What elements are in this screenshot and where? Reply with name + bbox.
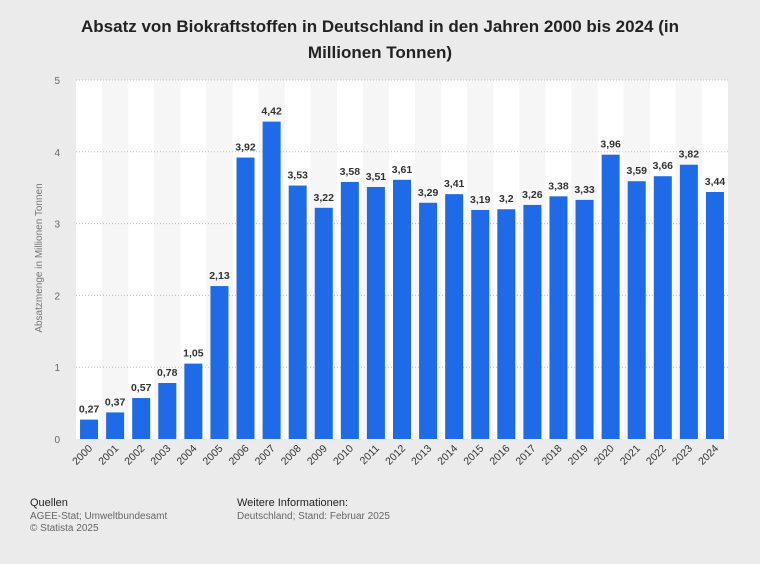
y-tick-label: 2 xyxy=(54,291,60,302)
y-tick-label: 5 xyxy=(54,76,60,87)
bar xyxy=(575,199,594,439)
info-block: Weitere Informationen: Deutschland; Stan… xyxy=(237,497,390,523)
y-tick-label: 4 xyxy=(54,148,60,159)
bar xyxy=(210,286,229,439)
x-tick-label: 2021 xyxy=(618,443,643,468)
y-tick-label: 1 xyxy=(54,363,60,374)
x-tick-label: 2006 xyxy=(227,443,252,468)
x-tick-label: 2001 xyxy=(96,443,121,468)
chart-title: Absatz von Biokraftstoffen in Deutschlan… xyxy=(81,17,679,62)
value-label: 3,29 xyxy=(418,187,439,199)
bar xyxy=(549,196,568,439)
value-label: 3,22 xyxy=(314,192,335,204)
bar xyxy=(106,412,125,439)
y-tick-label: 0 xyxy=(54,435,60,446)
column-band xyxy=(154,80,181,439)
bar xyxy=(236,157,255,439)
x-tick-label: 2005 xyxy=(201,443,226,468)
x-tick-label: 2003 xyxy=(148,443,173,468)
sources-block: Quellen AGEE-Stat; Umweltbundesamt © Sta… xyxy=(30,497,167,536)
column-band xyxy=(76,80,103,439)
sources-heading: Quellen xyxy=(30,497,68,509)
bar xyxy=(314,207,333,439)
x-tick-label: 2013 xyxy=(409,443,434,468)
x-tick-label: 2023 xyxy=(670,443,695,468)
bar xyxy=(523,204,542,439)
x-tick-label: 2014 xyxy=(435,443,460,468)
value-label: 0,78 xyxy=(157,367,178,379)
value-label: 0,27 xyxy=(79,404,100,416)
x-tick-label: 2009 xyxy=(305,443,330,468)
bar xyxy=(705,192,724,439)
bar xyxy=(158,382,177,439)
value-label: 3,2 xyxy=(499,193,514,205)
y-axis-label: Absatzmenge in Millionen Tonnen xyxy=(34,183,45,332)
bar xyxy=(601,154,620,439)
value-label: 3,38 xyxy=(548,180,569,192)
sources-line: AGEE-Stat; Umweltbundesamt xyxy=(30,510,168,522)
value-label: 2,13 xyxy=(209,270,230,282)
info-heading: Weitere Informationen: xyxy=(237,497,349,509)
bar xyxy=(497,209,516,439)
x-tick-label: 2015 xyxy=(461,443,486,468)
bar xyxy=(627,181,646,439)
value-label: 3,61 xyxy=(392,164,413,176)
x-tick-label: 2016 xyxy=(487,443,512,468)
x-tick-label: 2018 xyxy=(540,443,565,468)
bar xyxy=(288,185,307,439)
x-tick-label: 2017 xyxy=(514,443,539,468)
bars xyxy=(80,121,724,440)
bar xyxy=(132,398,151,439)
y-axis-ticks: 0 1 2 3 4 5 xyxy=(54,76,60,446)
value-label: 3,19 xyxy=(470,194,491,206)
x-tick-label: 2012 xyxy=(383,443,408,468)
bar xyxy=(80,419,99,439)
bar xyxy=(471,209,490,439)
value-label: 3,51 xyxy=(366,171,387,183)
value-label: 0,37 xyxy=(105,396,126,408)
value-label: 3,44 xyxy=(705,176,726,188)
x-tick-label: 2007 xyxy=(253,443,278,468)
value-label: 3,53 xyxy=(287,170,308,182)
x-tick-label: 2000 xyxy=(70,443,95,468)
bar xyxy=(393,179,411,439)
value-label: 3,58 xyxy=(340,166,361,178)
bar xyxy=(340,181,359,439)
value-label: 3,41 xyxy=(444,178,465,190)
info-line: Deutschland; Stand: Februar 2025 xyxy=(237,510,390,522)
column-band xyxy=(102,80,129,439)
value-label: 0,57 xyxy=(131,382,152,394)
x-tick-label: 2002 xyxy=(122,443,147,468)
value-label: 3,59 xyxy=(627,165,648,177)
value-label: 4,42 xyxy=(261,106,282,118)
bar xyxy=(366,186,385,439)
value-label: 3,33 xyxy=(574,184,595,196)
bar xyxy=(445,194,464,439)
value-label: 3,82 xyxy=(679,149,700,161)
x-tick-label: 2011 xyxy=(358,443,383,468)
value-label: 3,96 xyxy=(600,139,621,151)
value-labels: 0,27 0,37 0,57 0,78 1,05 2,13 3,92 4,42 3,53 3,22… xyxy=(79,106,726,416)
bar xyxy=(679,164,698,439)
x-axis-ticks: 2000 2001 2002 2003 2004 2005 2006 2007 2008 2009… xyxy=(70,443,721,468)
value-label: 3,66 xyxy=(653,160,674,172)
copyright-line: © Statista 2025 xyxy=(30,523,99,534)
value-label: 3,26 xyxy=(522,189,543,201)
column-band xyxy=(128,80,155,439)
x-tick-label: 2019 xyxy=(566,443,591,468)
x-tick-label: 2024 xyxy=(696,443,721,468)
bar xyxy=(419,202,438,439)
x-tick-label: 2022 xyxy=(644,443,669,468)
y-tick-label: 3 xyxy=(54,220,60,231)
value-label: 3,92 xyxy=(235,142,256,154)
x-tick-label: 2004 xyxy=(174,443,199,468)
bar xyxy=(262,121,281,440)
x-tick-label: 2008 xyxy=(279,443,304,468)
bar xyxy=(653,176,672,439)
value-label: 1,05 xyxy=(183,348,204,360)
bar-chart: 0 1 2 3 4 5 0,27 0,37 0,57 0,78 1,05 2,13 3,92 4,42 3… xyxy=(34,76,728,468)
x-tick-label: 2010 xyxy=(331,443,356,468)
bar xyxy=(184,363,203,439)
x-tick-label: 2020 xyxy=(592,443,617,468)
